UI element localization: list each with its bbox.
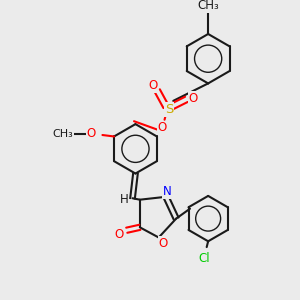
Text: Cl: Cl — [198, 252, 210, 265]
Text: O: O — [158, 237, 168, 250]
Text: O: O — [148, 79, 158, 92]
Text: O: O — [158, 121, 167, 134]
Text: O: O — [188, 92, 197, 105]
Text: H: H — [119, 193, 128, 206]
Text: O: O — [86, 127, 95, 140]
Text: N: N — [163, 185, 172, 198]
Text: S: S — [165, 103, 173, 116]
Text: CH₃: CH₃ — [53, 129, 74, 139]
Text: O: O — [115, 228, 124, 241]
Text: CH₃: CH₃ — [197, 0, 219, 12]
